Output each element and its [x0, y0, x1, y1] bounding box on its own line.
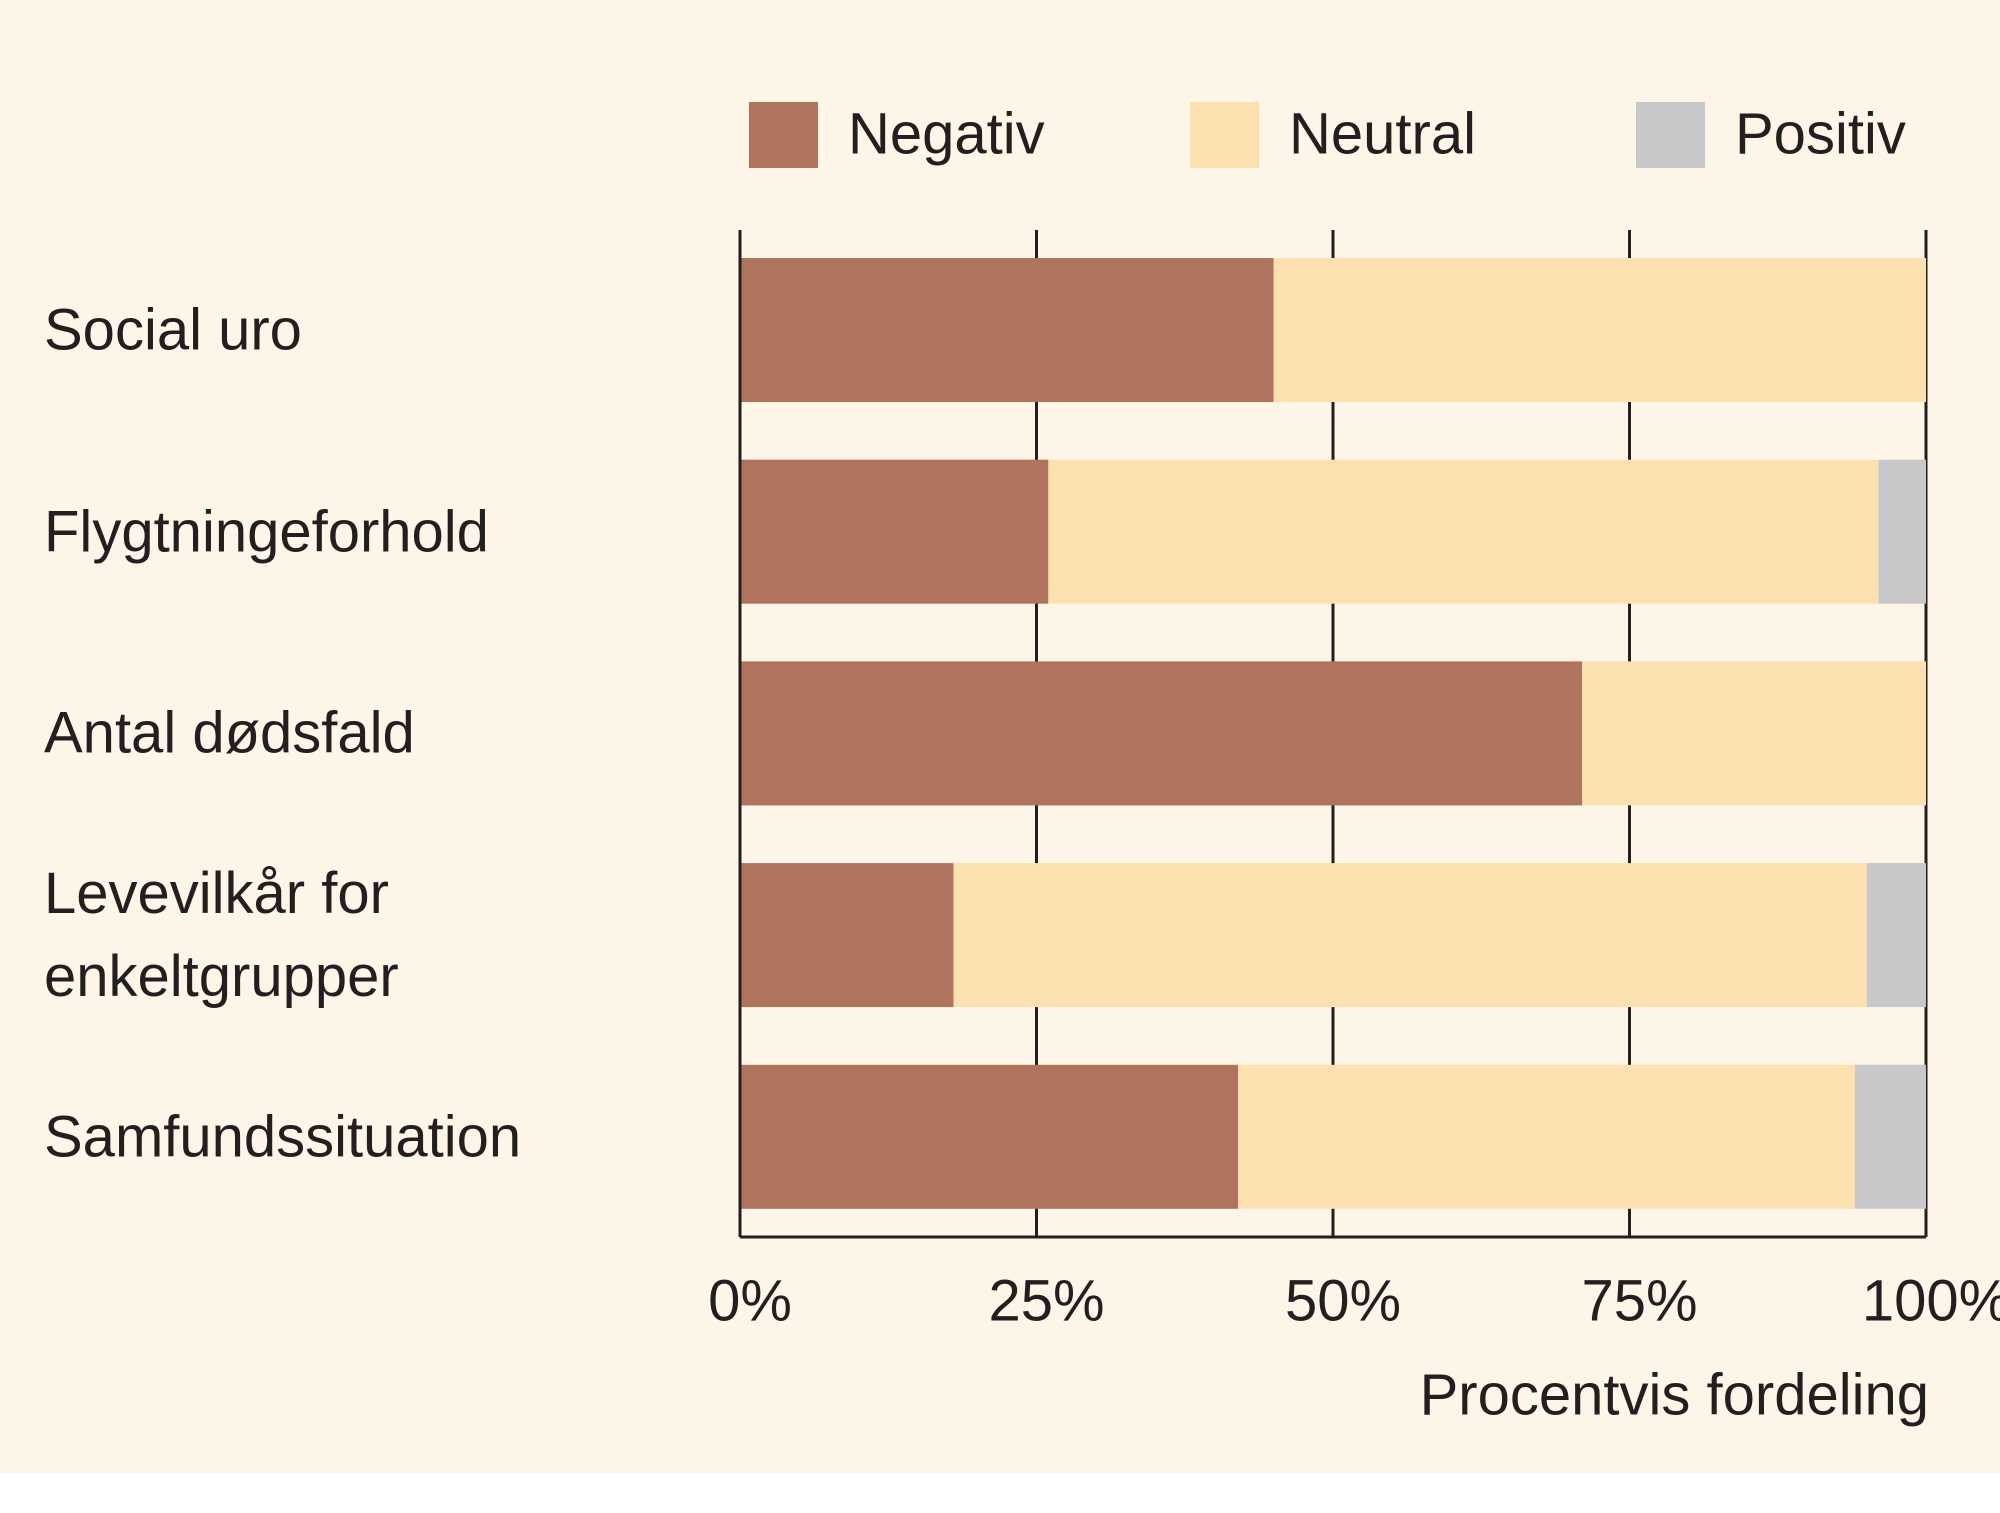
- x-tick-label: 50%: [1285, 1268, 1401, 1333]
- category-label: Flygtningeforhold: [44, 499, 489, 565]
- x-tick-label: 75%: [1581, 1268, 1697, 1333]
- x-tick-label: 25%: [988, 1268, 1104, 1333]
- legend-swatch: [749, 102, 818, 168]
- bar-segment: [1878, 459, 1926, 604]
- x-tick-label: 100%: [1862, 1268, 2000, 1333]
- bar-segment: [740, 459, 1049, 604]
- bar-segment: [1238, 1064, 1855, 1209]
- bar-segment: [740, 863, 954, 1008]
- axes: 0% 25% 50% 75% 100% Procentvis fordeling Negat…: [708, 101, 2000, 1427]
- bar-segment: [1866, 863, 1926, 1008]
- bar-segment: [740, 258, 1274, 402]
- x-tick-label: 0%: [708, 1268, 792, 1333]
- bars: [740, 258, 1926, 1209]
- category-label: Samfundssituation: [44, 1104, 522, 1170]
- bar-segment: [1854, 1064, 1926, 1209]
- legend-label: Neutral: [1289, 101, 1476, 166]
- legend-label: Positiv: [1735, 101, 1906, 166]
- legend-label: Negativ: [848, 101, 1045, 166]
- category-label: Antal dødsfald: [44, 700, 415, 766]
- bar-segment: [1582, 661, 1926, 806]
- category-label: Social uro: [44, 297, 302, 363]
- bar-segment: [953, 863, 1867, 1008]
- legend-swatch: [1636, 102, 1705, 168]
- legend-swatch: [1190, 102, 1259, 168]
- bar-segment: [1048, 459, 1879, 604]
- bar-segment: [740, 1064, 1239, 1209]
- bar-segment: [1273, 258, 1926, 402]
- bar-segment: [740, 661, 1583, 806]
- x-axis-title: Procentvis fordeling: [1420, 1362, 1929, 1427]
- category-label: Levevilkår for enkeltgrupper: [44, 861, 399, 1010]
